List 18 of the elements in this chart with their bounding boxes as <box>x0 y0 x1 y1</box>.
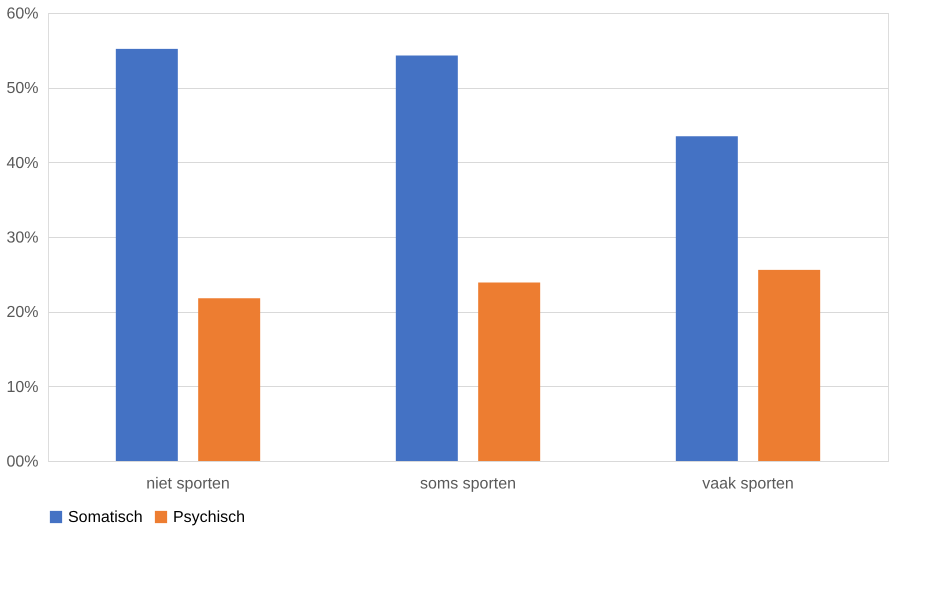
bar <box>676 136 738 461</box>
y-tick-label: 60% <box>6 6 38 22</box>
x-tick-label: soms sporten <box>420 476 516 492</box>
y-tick-label: 20% <box>6 304 38 322</box>
x-tick-label: niet sporten <box>146 476 230 492</box>
bar <box>198 298 260 461</box>
y-tick-label: 30% <box>6 230 38 246</box>
y-tick-label: 50% <box>6 80 38 98</box>
y-tick-label: 10% <box>6 378 38 396</box>
bar <box>478 282 540 461</box>
y-tick-label: 00% <box>6 454 38 470</box>
x-tick-label: vaak sporten <box>702 476 794 492</box>
y-tick-label: 40% <box>6 154 38 172</box>
legend-label: Psychisch <box>173 509 246 526</box>
bar <box>396 56 458 461</box>
bar <box>116 48 178 461</box>
bar <box>758 270 820 461</box>
legend-label: Somatisch <box>68 509 143 526</box>
